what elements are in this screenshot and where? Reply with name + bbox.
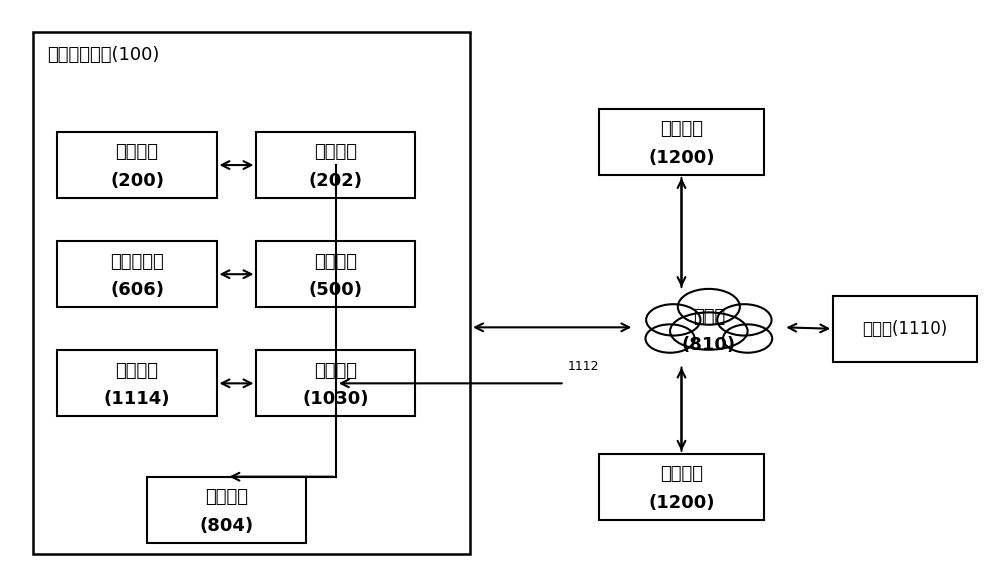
Text: 容器组件: 容器组件 xyxy=(314,143,357,161)
Text: (1114): (1114) xyxy=(104,390,170,408)
Ellipse shape xyxy=(646,304,700,336)
Text: (1030): (1030) xyxy=(303,390,369,408)
Bar xyxy=(57,350,217,416)
Bar xyxy=(256,132,415,198)
Text: 1112: 1112 xyxy=(568,360,599,373)
Text: (202): (202) xyxy=(309,172,363,190)
Text: 拾放机构: 拾放机构 xyxy=(116,143,159,161)
Bar xyxy=(256,350,415,416)
Ellipse shape xyxy=(678,289,740,325)
Text: 反馈机构: 反馈机构 xyxy=(314,362,357,380)
Text: (1200): (1200) xyxy=(648,149,715,167)
Bar xyxy=(147,477,306,543)
Text: 数据库(1110): 数据库(1110) xyxy=(863,320,948,338)
Ellipse shape xyxy=(645,324,695,353)
Text: (500): (500) xyxy=(309,281,363,299)
Text: 互联网: 互联网 xyxy=(693,308,725,326)
Bar xyxy=(57,241,217,307)
Text: 物品盒组件: 物品盒组件 xyxy=(110,252,164,270)
Ellipse shape xyxy=(717,304,772,336)
Text: 计算设备: 计算设备 xyxy=(660,121,703,139)
Text: 计算设备: 计算设备 xyxy=(660,465,703,483)
Text: (200): (200) xyxy=(110,172,164,190)
Text: 用户接口: 用户接口 xyxy=(116,362,159,380)
Text: 物品分配装置(100): 物品分配装置(100) xyxy=(48,46,160,64)
Ellipse shape xyxy=(670,313,748,350)
Ellipse shape xyxy=(723,324,772,353)
Text: (810): (810) xyxy=(682,336,736,354)
Bar xyxy=(599,109,764,175)
Bar xyxy=(57,132,217,198)
Bar xyxy=(256,241,415,307)
Bar xyxy=(833,296,977,362)
Text: (804): (804) xyxy=(199,517,254,535)
Text: (1200): (1200) xyxy=(648,494,715,512)
Bar xyxy=(33,31,470,554)
Text: 锁定机构: 锁定机构 xyxy=(314,252,357,270)
Text: (606): (606) xyxy=(110,281,164,299)
Bar xyxy=(599,454,764,520)
Text: 控制单元: 控制单元 xyxy=(205,488,248,506)
